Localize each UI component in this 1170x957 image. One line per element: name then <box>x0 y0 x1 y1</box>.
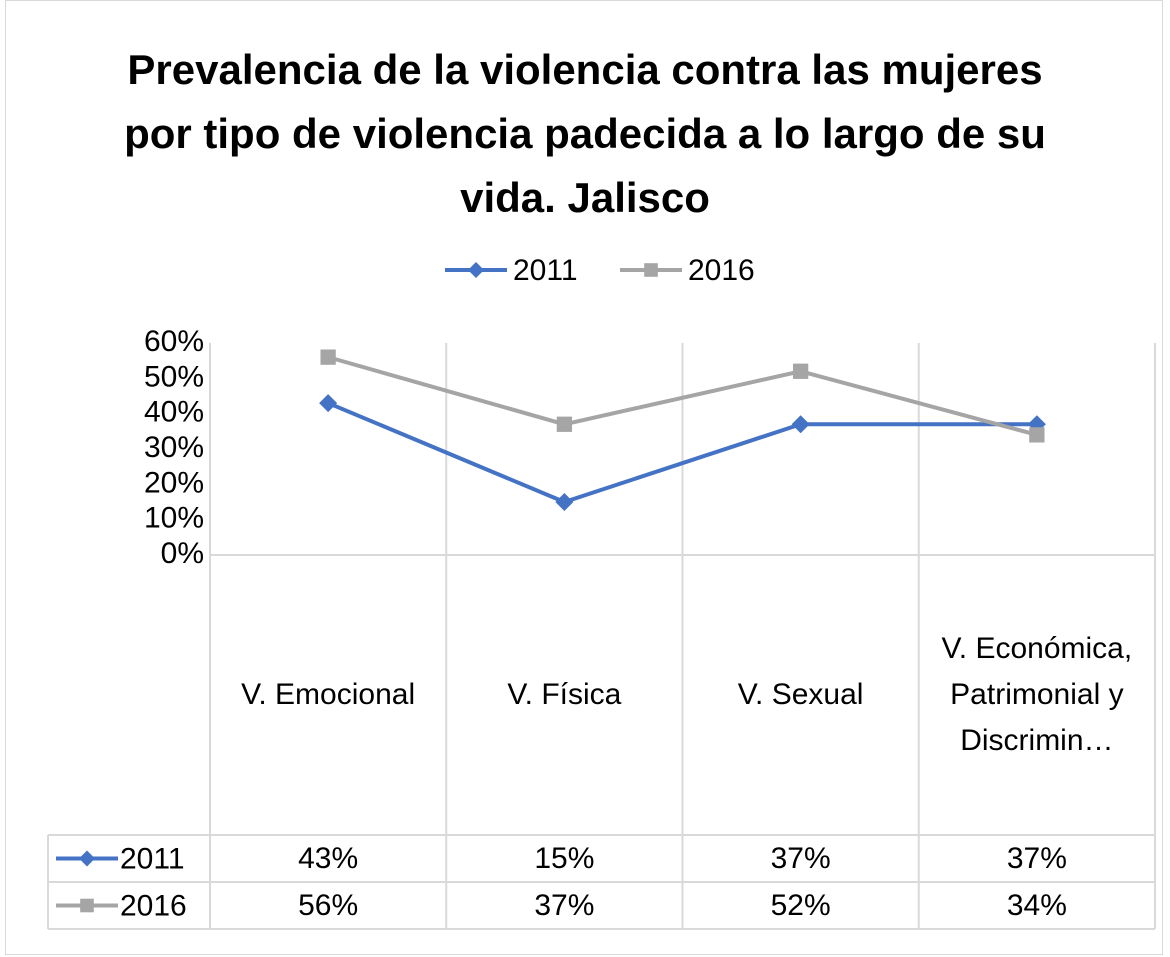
legend-marker <box>468 262 484 278</box>
marker <box>555 493 574 511</box>
series-line <box>327 401 1037 504</box>
legend-label: 2011 <box>513 254 578 287</box>
table-series-label: 2011 <box>120 842 185 875</box>
table-value: 37% <box>1006 841 1067 875</box>
legend-marker <box>80 898 94 913</box>
y-tick-label: 10% <box>144 502 204 535</box>
marker <box>792 363 809 379</box>
chart-title: Prevalencia de la violencia contra las m… <box>124 46 1046 221</box>
table-value: 37% <box>770 841 831 875</box>
category-label: V. Económica, Patrimonial y Discrimin… <box>941 632 1133 757</box>
table-value: 52% <box>770 888 831 922</box>
table-value: 15% <box>534 841 595 875</box>
chart-frame <box>5 0 1163 955</box>
y-tick-label: 20% <box>144 466 204 499</box>
marker <box>791 415 810 434</box>
legend-marker <box>644 263 658 277</box>
table-value: 56% <box>298 888 359 922</box>
table-value: 34% <box>1006 888 1067 922</box>
y-tick-label: 60% <box>144 325 204 358</box>
y-tick-label: 0% <box>161 537 204 570</box>
category-label: V. Sexual <box>737 678 864 711</box>
category-label: V. Emocional <box>241 678 416 711</box>
y-tick-label: 40% <box>144 396 204 429</box>
marker <box>320 349 336 365</box>
marker <box>556 416 573 432</box>
legend-label: 2016 <box>688 254 755 287</box>
table-value: 37% <box>534 888 595 922</box>
marker <box>1029 427 1045 443</box>
series-line <box>327 355 1038 437</box>
table-value: 43% <box>298 841 359 875</box>
y-tick-label: 30% <box>144 431 204 464</box>
category-label: V. Física <box>507 678 622 711</box>
legend-marker <box>79 850 95 867</box>
marker <box>319 394 338 413</box>
y-tick-label: 50% <box>144 360 204 393</box>
table-series-label: 2016 <box>120 889 187 922</box>
